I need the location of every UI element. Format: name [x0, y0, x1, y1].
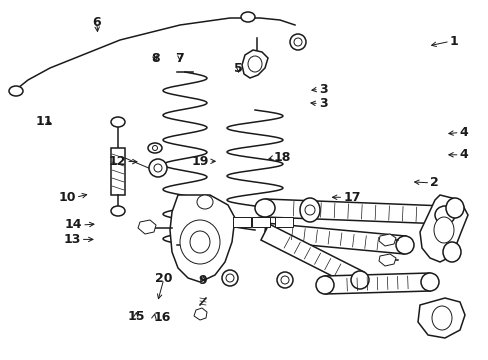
Text: 8: 8: [151, 52, 160, 65]
Ellipse shape: [241, 12, 254, 22]
Ellipse shape: [225, 274, 234, 282]
Text: 20: 20: [155, 273, 172, 285]
Polygon shape: [419, 195, 467, 262]
Text: 5: 5: [234, 62, 243, 75]
Ellipse shape: [154, 164, 162, 172]
Ellipse shape: [289, 34, 305, 50]
Ellipse shape: [293, 38, 302, 46]
Polygon shape: [170, 195, 235, 282]
Ellipse shape: [111, 206, 125, 216]
Polygon shape: [242, 50, 267, 78]
Ellipse shape: [434, 206, 454, 224]
Ellipse shape: [281, 276, 288, 284]
Text: 17: 17: [343, 191, 360, 204]
Text: 13: 13: [63, 233, 81, 246]
Ellipse shape: [350, 271, 368, 289]
Text: 4: 4: [459, 148, 468, 161]
Bar: [274, 217, 292, 227]
Ellipse shape: [442, 242, 460, 262]
Text: 12: 12: [108, 155, 126, 168]
Text: 14: 14: [64, 219, 82, 231]
Ellipse shape: [152, 145, 157, 150]
Ellipse shape: [315, 276, 333, 294]
Polygon shape: [111, 148, 125, 195]
Ellipse shape: [190, 231, 209, 253]
Text: 3: 3: [318, 97, 327, 110]
Polygon shape: [417, 298, 464, 338]
Polygon shape: [378, 254, 395, 266]
Polygon shape: [138, 220, 156, 234]
Text: 4: 4: [459, 126, 468, 139]
Text: 6: 6: [92, 16, 101, 29]
Text: 7: 7: [175, 52, 184, 65]
Bar: [251, 217, 269, 227]
Polygon shape: [194, 308, 206, 320]
Ellipse shape: [276, 272, 292, 288]
Text: 19: 19: [191, 155, 209, 168]
Ellipse shape: [420, 273, 438, 291]
Ellipse shape: [431, 306, 451, 330]
Text: 18: 18: [273, 151, 291, 164]
Ellipse shape: [180, 220, 220, 264]
Ellipse shape: [111, 117, 125, 127]
Text: 2: 2: [429, 176, 438, 189]
Ellipse shape: [395, 236, 413, 254]
Ellipse shape: [247, 56, 262, 72]
Ellipse shape: [305, 205, 314, 215]
Text: 1: 1: [449, 35, 458, 48]
Ellipse shape: [445, 198, 463, 218]
Ellipse shape: [149, 159, 167, 177]
Ellipse shape: [254, 199, 274, 217]
Ellipse shape: [197, 195, 213, 209]
Text: 16: 16: [154, 311, 171, 324]
Ellipse shape: [148, 143, 162, 153]
Polygon shape: [264, 223, 405, 254]
Polygon shape: [264, 199, 445, 224]
Ellipse shape: [222, 270, 238, 286]
Text: 15: 15: [127, 310, 144, 323]
Polygon shape: [324, 273, 429, 294]
Polygon shape: [261, 224, 363, 288]
Text: 10: 10: [58, 191, 76, 204]
Ellipse shape: [299, 198, 319, 222]
Ellipse shape: [9, 86, 23, 96]
Text: 11: 11: [35, 115, 53, 128]
Bar: [232, 217, 250, 227]
Text: 3: 3: [318, 83, 327, 96]
Text: 9: 9: [198, 274, 207, 287]
Polygon shape: [378, 234, 395, 246]
Ellipse shape: [433, 217, 453, 243]
